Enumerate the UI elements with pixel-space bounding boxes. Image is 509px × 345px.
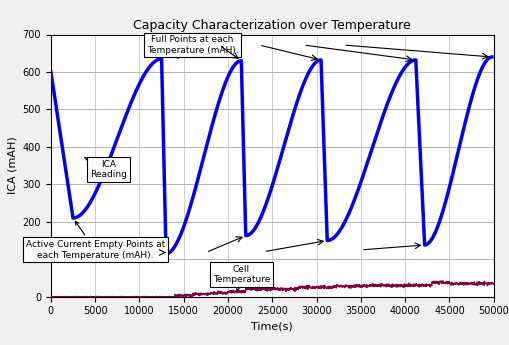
Text: Cell
Temperature: Cell Temperature [213,265,270,290]
Y-axis label: ICA (mAH): ICA (mAH) [7,137,17,195]
X-axis label: Time(s): Time(s) [251,322,293,332]
Text: ICA
Reading: ICA Reading [84,157,127,179]
Text: Full Points at each
Temperature (mAH).: Full Points at each Temperature (mAH). [147,35,239,58]
Title: Capacity Characterization over Temperature: Capacity Characterization over Temperatu… [133,19,411,32]
Text: Active Current Empty Points at
each Temperature (mAH).: Active Current Empty Points at each Temp… [25,221,165,259]
